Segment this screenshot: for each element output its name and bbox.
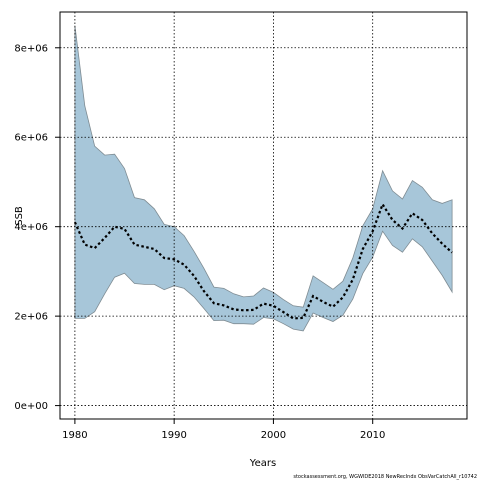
ssb-estimate-line	[73, 201, 453, 320]
plot-frame	[59, 11, 468, 420]
confidence-band	[74, 25, 453, 332]
ssb-estimate-layer	[73, 201, 453, 320]
y-tick-label: 2e+06	[14, 312, 48, 323]
confidence-band-layer	[74, 25, 453, 332]
y-tick-label: 4e+06	[14, 222, 48, 233]
y-axis-title: SSB	[14, 206, 25, 226]
x-tick-label: 1980	[62, 430, 87, 441]
x-axis: 1980 1990 2000 2010	[62, 419, 385, 441]
y-tick-label: 6e+06	[14, 133, 48, 144]
y-tick-label: 0e+00	[14, 401, 48, 412]
x-axis-title: Years	[249, 458, 276, 469]
x-tick-label: 1990	[161, 430, 186, 441]
y-axis: 0e+00 2e+06 4e+06 6e+06 8e+06	[14, 43, 60, 412]
y-tick-label: 8e+06	[14, 43, 48, 54]
grid-lines	[60, 12, 467, 419]
footer-credit: stockassessment.org, WGWIDE2018 NewRecIn…	[293, 474, 477, 480]
x-tick-label: 2010	[360, 430, 385, 441]
x-tick-label: 2000	[261, 430, 286, 441]
